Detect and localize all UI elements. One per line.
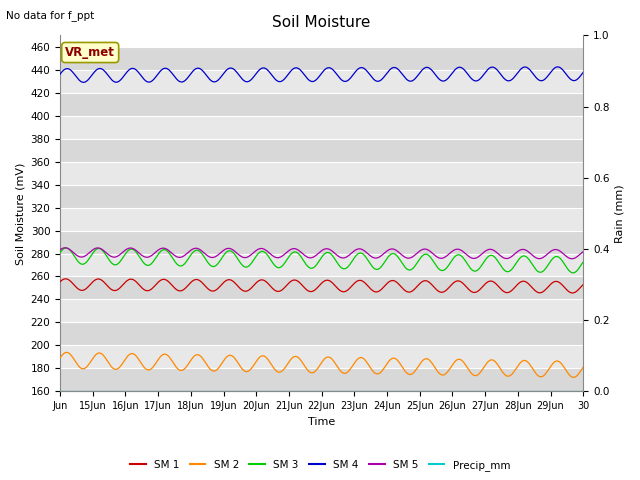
- Y-axis label: Rain (mm): Rain (mm): [615, 184, 625, 243]
- Bar: [60, 93, 583, 116]
- Bar: [60, 323, 583, 346]
- Bar: [60, 253, 583, 276]
- Bar: [60, 162, 583, 185]
- Bar: [60, 276, 583, 300]
- Text: No data for f_ppt: No data for f_ppt: [6, 10, 95, 21]
- Bar: [60, 185, 583, 207]
- X-axis label: Time: Time: [308, 417, 335, 427]
- Bar: [60, 368, 583, 391]
- Bar: [60, 70, 583, 93]
- Bar: [60, 346, 583, 368]
- Bar: [60, 139, 583, 162]
- Legend: SM 1, SM 2, SM 3, SM 4, SM 5, Precip_mm: SM 1, SM 2, SM 3, SM 4, SM 5, Precip_mm: [125, 456, 515, 475]
- Text: VR_met: VR_met: [65, 46, 115, 59]
- Bar: [60, 300, 583, 323]
- Bar: [60, 207, 583, 230]
- Bar: [60, 230, 583, 253]
- Bar: [60, 116, 583, 139]
- Y-axis label: Soil Moisture (mV): Soil Moisture (mV): [15, 162, 25, 264]
- Title: Soil Moisture: Soil Moisture: [273, 15, 371, 30]
- Bar: [60, 47, 583, 70]
